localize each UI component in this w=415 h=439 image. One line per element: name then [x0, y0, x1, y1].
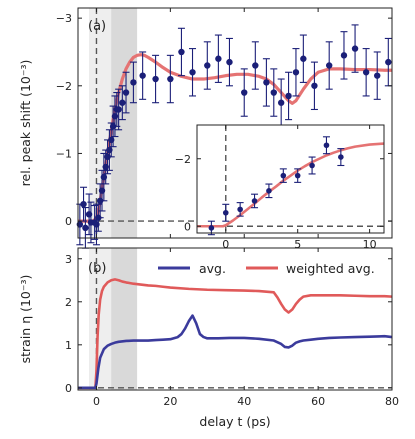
data-point [292, 69, 300, 76]
inset-point [208, 225, 215, 231]
panel-a-label: (a) [88, 19, 106, 34]
panel-b-x-tick-label: 80 [385, 395, 399, 408]
inset-x-tick-label: 10 [363, 238, 377, 251]
data-point [385, 58, 392, 66]
data-point [215, 55, 222, 62]
data-point [130, 79, 137, 86]
data-point [82, 224, 89, 232]
data-point [340, 52, 348, 59]
data-point [167, 75, 174, 83]
inset-point [294, 172, 301, 179]
panel-a-inset: 0 5 10 0 −2 [175, 124, 385, 251]
inset-point [237, 206, 243, 213]
avg-line [78, 314, 393, 390]
inset-ticks: 0 5 10 0 −2 [175, 125, 384, 251]
weighted-avg-line [78, 278, 393, 390]
inset-point [338, 154, 344, 160]
panel-b: 0 20 40 60 80 0 1 2 3 (b) strain η (10⁻³) delay … [18, 247, 399, 429]
data-point [178, 48, 185, 56]
data-point [252, 62, 259, 69]
panel-b-y-tick-label: 0 [65, 382, 72, 395]
panel-b-x-tick-label: 60 [311, 395, 325, 408]
legend-avg-label: avg. [199, 261, 226, 276]
panel-b-x-tick-label: 20 [163, 395, 177, 408]
panel-b-y-tick-label: 1 [65, 339, 72, 352]
panel-a-data-points [76, 24, 392, 249]
inset-data-points [207, 136, 345, 236]
panel-b-label: (b) [88, 261, 106, 276]
data-point [122, 89, 130, 96]
data-point [115, 106, 122, 113]
x-axis-label: delay t (ps) [199, 414, 270, 429]
panel-b-y-tick-label: 3 [65, 253, 72, 266]
panel-b-x-tick-label: 40 [237, 395, 251, 408]
data-point [362, 69, 370, 76]
inset-background [197, 125, 384, 233]
panel-b-x-tick-label: 0 [93, 395, 100, 408]
data-point [270, 89, 277, 96]
panel-a-ticks: 0 −1 −2 −3 [56, 8, 393, 238]
panel-b-y-tick-label: 2 [65, 296, 72, 309]
data-point [241, 89, 248, 96]
data-point [374, 72, 381, 79]
data-point [139, 72, 146, 79]
legend-weighted-label: weighted avg. [286, 261, 375, 276]
data-point [326, 62, 333, 69]
panel-a-frame [77, 7, 393, 239]
panel-a-y-axis-label: rel. peak shift (10⁻³) [18, 60, 33, 187]
panel-a-y-tick-label: −1 [56, 147, 72, 160]
inset-x-tick-label: 5 [294, 238, 301, 251]
inset-point [280, 172, 287, 179]
panel-a-y-tick-label: −3 [56, 12, 72, 25]
data-point [277, 99, 285, 106]
inset-x-tick-label: 0 [222, 238, 229, 251]
panel-a-y-tick-label: −2 [56, 80, 72, 93]
inset-point [323, 142, 330, 149]
data-point [263, 79, 270, 86]
inset-point [251, 198, 258, 204]
data-point [351, 45, 359, 52]
inset-fit-curve [197, 142, 385, 228]
data-point [285, 92, 292, 100]
panel-b-y-axis-label: strain η (10⁻³) [18, 275, 33, 364]
data-point [226, 58, 233, 66]
data-point [119, 99, 126, 106]
inset-point [309, 162, 315, 169]
inset-frame [196, 124, 385, 234]
data-point [152, 75, 159, 83]
inset-point [222, 209, 229, 216]
legend: avg. weighted avg. [158, 261, 375, 276]
panel-a-y-tick-label: 0 [65, 215, 72, 228]
data-point [80, 200, 87, 208]
data-point [189, 69, 196, 76]
panel-b-frame [77, 247, 393, 391]
data-point [204, 62, 211, 69]
data-point [311, 82, 318, 89]
panel-b-ticks: 0 20 40 60 80 0 1 2 3 [65, 248, 399, 408]
data-point [300, 55, 307, 62]
inset-point [266, 188, 272, 194]
inset-y-tick-label: −2 [175, 153, 191, 166]
panel-a: 0−1−2−3 (a) rel. peak shift (10⁻³) 0 5 100… [18, 7, 393, 251]
inset-y-tick-label: 0 [184, 220, 191, 233]
